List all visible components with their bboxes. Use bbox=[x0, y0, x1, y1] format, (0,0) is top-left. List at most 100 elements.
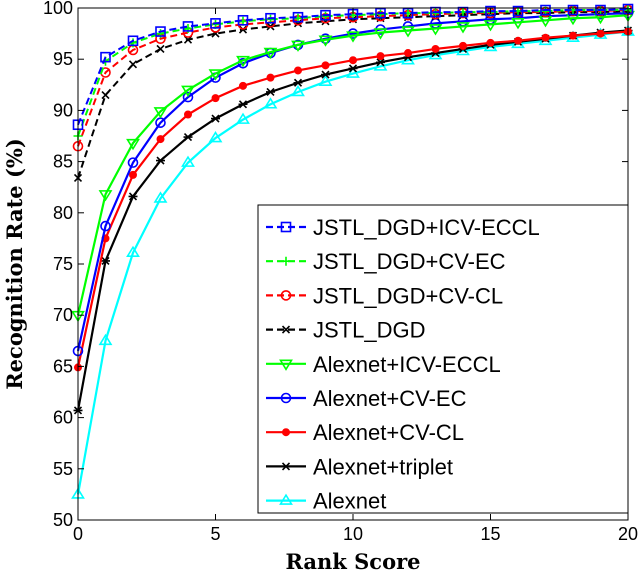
legend-entry: JSTL_DGD bbox=[266, 318, 425, 343]
data-point bbox=[348, 64, 358, 73]
y-tick-label: 70 bbox=[53, 305, 73, 325]
x-tick-label: 5 bbox=[210, 524, 220, 544]
y-tick-label: 75 bbox=[53, 254, 73, 274]
legend-marker bbox=[281, 256, 291, 266]
data-point bbox=[456, 22, 470, 34]
data-point bbox=[404, 49, 412, 58]
data-point bbox=[483, 20, 498, 32]
y-tick-label: 95 bbox=[53, 49, 73, 69]
data-point bbox=[128, 192, 138, 201]
data-point bbox=[237, 14, 249, 26]
y-tick-label: 65 bbox=[53, 356, 73, 376]
legend-entry: JSTL_DGD+CV-EC bbox=[266, 249, 506, 274]
legend-marker bbox=[282, 428, 290, 437]
data-point bbox=[514, 36, 522, 45]
data-point bbox=[349, 56, 357, 65]
data-point bbox=[155, 26, 166, 37]
legend-marker bbox=[280, 221, 292, 233]
data-point bbox=[511, 18, 525, 30]
data-point bbox=[181, 155, 195, 167]
series-line bbox=[77, 9, 629, 147]
y-tick-label: 55 bbox=[53, 459, 73, 479]
legend-marker bbox=[281, 462, 291, 471]
y-tick-label: 100 bbox=[43, 0, 73, 18]
data-point bbox=[540, 4, 551, 16]
data-point bbox=[153, 191, 168, 203]
x-tick-label: 15 bbox=[480, 524, 500, 544]
data-point bbox=[98, 333, 113, 346]
data-point bbox=[263, 97, 278, 109]
data-point bbox=[182, 91, 194, 103]
legend-marker bbox=[280, 290, 292, 301]
data-point bbox=[401, 26, 415, 38]
data-point bbox=[346, 31, 360, 43]
x-axis-label: Rank Score bbox=[285, 549, 420, 573]
data-point bbox=[153, 107, 168, 119]
legend: JSTL_DGD+ICV-ECCL JSTL_DGD+CV-EC JSTL_DGD+… bbox=[257, 204, 629, 514]
data-point bbox=[321, 61, 330, 70]
data-point bbox=[567, 4, 579, 16]
legend-label: Alexnet+triplet bbox=[313, 454, 453, 479]
x-tick-label: 20 bbox=[618, 524, 638, 544]
data-point bbox=[346, 66, 360, 78]
data-point bbox=[596, 29, 605, 38]
data-point bbox=[126, 138, 140, 151]
legend-entry: Alexnet bbox=[266, 489, 386, 514]
data-point bbox=[376, 58, 385, 67]
x-tick-label: 10 bbox=[343, 524, 363, 544]
legend-marker bbox=[279, 359, 293, 371]
legend-label: Alexnet+ICV-ECCL bbox=[313, 352, 501, 377]
data-point bbox=[292, 11, 304, 23]
legend-label: JSTL_DGD bbox=[313, 318, 425, 343]
legend-entry: JSTL_DGD+ICV-ECCL bbox=[266, 215, 540, 240]
data-point bbox=[210, 18, 221, 29]
data-point bbox=[238, 100, 248, 109]
legend-entry: Alexnet+triplet bbox=[266, 454, 453, 479]
legend-box bbox=[257, 204, 629, 514]
data-point bbox=[373, 28, 388, 40]
data-point bbox=[294, 66, 302, 75]
y-tick-label: 50 bbox=[53, 510, 73, 530]
data-point bbox=[127, 35, 139, 47]
data-point bbox=[318, 74, 333, 87]
series-line bbox=[76, 30, 629, 495]
legend-marker bbox=[280, 392, 292, 404]
series-alexnet-icv-eccl bbox=[71, 10, 635, 323]
data-point bbox=[291, 40, 305, 52]
data-point bbox=[431, 44, 440, 53]
legend-label: JSTL_DGD+ICV-ECCL bbox=[313, 215, 540, 240]
y-tick-label: 80 bbox=[53, 203, 73, 223]
data-point bbox=[236, 112, 250, 124]
y-tick-label: 85 bbox=[53, 152, 73, 172]
legend-marker bbox=[281, 325, 291, 334]
legend-entry: Alexnet+ICV-ECCL bbox=[266, 352, 501, 377]
data-point bbox=[208, 131, 223, 143]
data-point bbox=[100, 220, 111, 232]
legend-label: JSTL_DGD+CV-CL bbox=[313, 283, 503, 308]
legend-label: Alexnet+CV-EC bbox=[313, 386, 467, 411]
data-point bbox=[376, 52, 385, 61]
data-point bbox=[320, 9, 331, 21]
data-point bbox=[263, 47, 278, 60]
data-point bbox=[183, 132, 193, 142]
data-point bbox=[459, 41, 467, 50]
data-point bbox=[211, 94, 220, 103]
data-point bbox=[266, 73, 275, 82]
data-point bbox=[156, 156, 165, 165]
data-point bbox=[236, 55, 250, 68]
data-point bbox=[181, 85, 195, 97]
data-point bbox=[569, 31, 577, 40]
legend-label: JSTL_DGD+CV-EC bbox=[313, 249, 506, 274]
series-jstl-dgd-icv-eccl bbox=[72, 3, 634, 131]
data-point bbox=[127, 157, 139, 168]
series-line bbox=[76, 12, 629, 352]
series-line bbox=[77, 8, 629, 126]
y-axis-label: Recognition Rate (%) bbox=[2, 138, 27, 390]
y-tick-label: 90 bbox=[53, 100, 73, 120]
data-point bbox=[595, 4, 606, 16]
data-point bbox=[101, 90, 110, 100]
data-point bbox=[100, 51, 111, 63]
data-point bbox=[184, 110, 192, 119]
data-point bbox=[321, 70, 330, 79]
